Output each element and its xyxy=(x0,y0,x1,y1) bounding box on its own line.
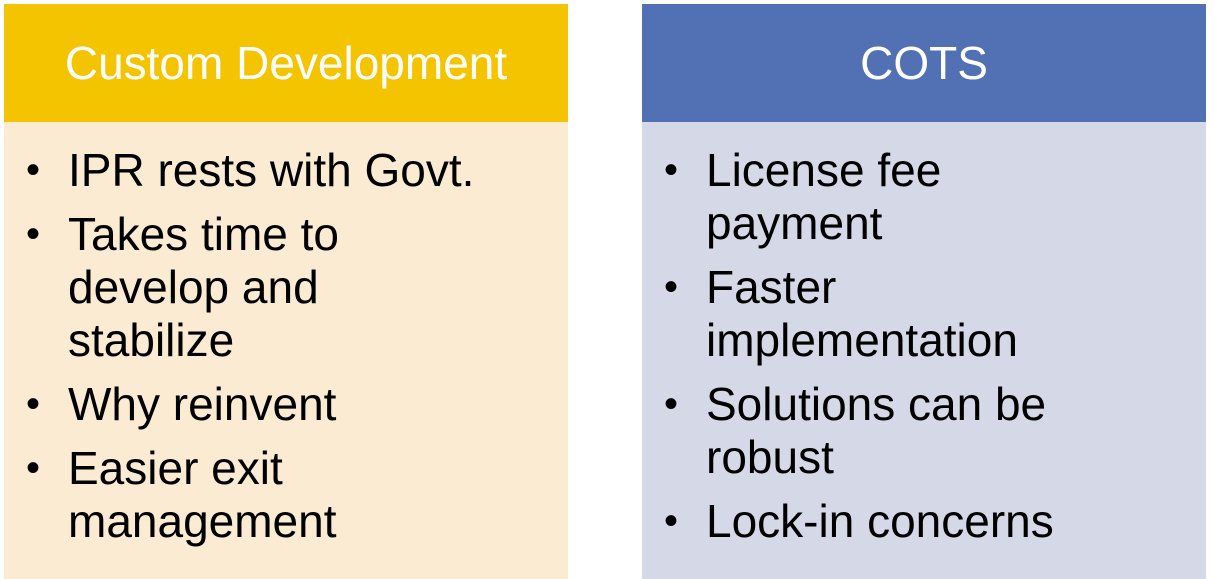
cots-header: COTS xyxy=(642,4,1206,122)
cots-point: License fee payment xyxy=(664,144,982,250)
custom-development-title: Custom Development xyxy=(64,37,508,89)
cots-list: License fee payment Faster implementatio… xyxy=(642,144,1206,548)
cots-title: COTS xyxy=(860,37,988,89)
cots-point: Solutions can be robust xyxy=(664,378,1112,484)
custom-development-header: Custom Development xyxy=(4,4,568,122)
custom-development-panel: Custom Development IPR rests with Govt. … xyxy=(4,4,568,579)
cots-point: Lock-in concerns xyxy=(664,495,1206,548)
custom-development-point: Takes time to develop and stabilize xyxy=(26,208,374,367)
custom-development-body: IPR rests with Govt. Takes time to devel… xyxy=(4,122,568,579)
custom-development-point: IPR rests with Govt. xyxy=(26,144,568,197)
custom-development-point: Easier exit management xyxy=(26,442,374,548)
cots-body: License fee payment Faster implementatio… xyxy=(642,122,1206,579)
cots-panel: COTS License fee payment Faster implemen… xyxy=(642,4,1206,579)
custom-development-list: IPR rests with Govt. Takes time to devel… xyxy=(4,144,568,548)
cots-point: Faster implementation xyxy=(664,261,1072,367)
custom-development-point: Why reinvent xyxy=(26,378,568,431)
